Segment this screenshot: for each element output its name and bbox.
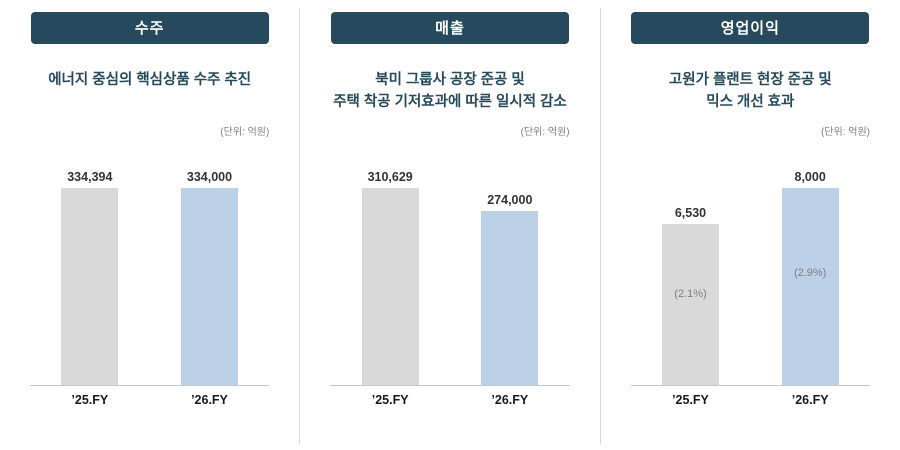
panel-subtitle: 고원가 플랜트 현장 준공 및 믹스 개선 효과	[668, 72, 832, 111]
bar-26fy: (2.9%)	[781, 188, 839, 385]
bar-group: 334,000	[180, 170, 238, 385]
panel-operating-profit: 영업이익 고원가 플랜트 현장 준공 및 믹스 개선 효과 (단위: 억원) 6…	[599, 8, 900, 444]
x-axis: ’25.FY ’26.FY	[30, 393, 269, 407]
bar-group: 334,394	[61, 170, 119, 385]
bar-value-label: 274,000	[487, 193, 533, 207]
bar-chart-revenue: 310,629 274,000	[330, 136, 570, 386]
unit-label: (단위: 억원)	[820, 127, 870, 138]
bar-25fy	[61, 188, 119, 385]
panel-title-pill: 영업이익	[631, 12, 870, 44]
bar-26fy	[481, 211, 539, 385]
bar-value-label: 310,629	[367, 170, 413, 184]
bar-value-label: 334,000	[186, 170, 233, 184]
bar-group: 310,629	[361, 170, 419, 385]
margin-note: (2.9%)	[793, 266, 827, 279]
panel-title-pill: 매출	[330, 12, 569, 44]
bar-group: 274,000	[481, 193, 539, 385]
bar-chart-operating-profit: 6,530 (2.1%) 8,000 (2.9%)	[630, 136, 870, 386]
x-axis-label: ’25.FY	[371, 393, 409, 407]
panel-title-pill: 수주	[30, 12, 269, 44]
panel-revenue: 매출 북미 그룹사 공장 준공 및 주택 착공 기저효과에 따른 일시적 감소 …	[299, 8, 599, 444]
x-axis-label: ’26.FY	[791, 393, 829, 407]
panel-title: 매출	[435, 20, 465, 37]
x-axis-label: ’26.FY	[191, 393, 228, 407]
bar-group: 8,000 (2.9%)	[781, 170, 839, 385]
bar-26fy	[180, 188, 238, 385]
panel-subtitle: 북미 그룹사 공장 준공 및 주택 착공 기저효과에 따른 일시적 감소	[333, 72, 567, 111]
unit-label: (단위: 억원)	[520, 127, 570, 138]
panel-title: 영업이익	[720, 20, 780, 37]
bar-value-label: 6,530	[674, 206, 707, 220]
x-axis-label: ’25.FY	[672, 393, 709, 407]
panel-title: 수주	[134, 20, 165, 37]
bar-25fy	[361, 188, 419, 385]
unit-label: (단위: 억원)	[220, 127, 270, 138]
bar-value-label: 8,000	[794, 170, 826, 184]
x-axis-label: ’25.FY	[71, 393, 109, 407]
margin-note: (2.1%)	[674, 288, 707, 301]
bar-chart-orders: 334,394 334,000	[30, 136, 270, 386]
bar-group: 6,530 (2.1%)	[661, 206, 719, 385]
bar-25fy: (2.1%)	[661, 224, 719, 385]
x-axis-label: ’26.FY	[491, 393, 529, 407]
bar-value-label: 334,394	[67, 170, 113, 184]
panel-subtitle: 에너지 중심의 핵심상품 수주 추진	[48, 72, 252, 88]
panel-orders: 수주 에너지 중심의 핵심상품 수주 추진 (단위: 억원) 334,394 3…	[0, 8, 299, 444]
x-axis: ’25.FY ’26.FY	[330, 393, 569, 407]
x-axis: ’25.FY ’26.FY	[631, 393, 870, 407]
